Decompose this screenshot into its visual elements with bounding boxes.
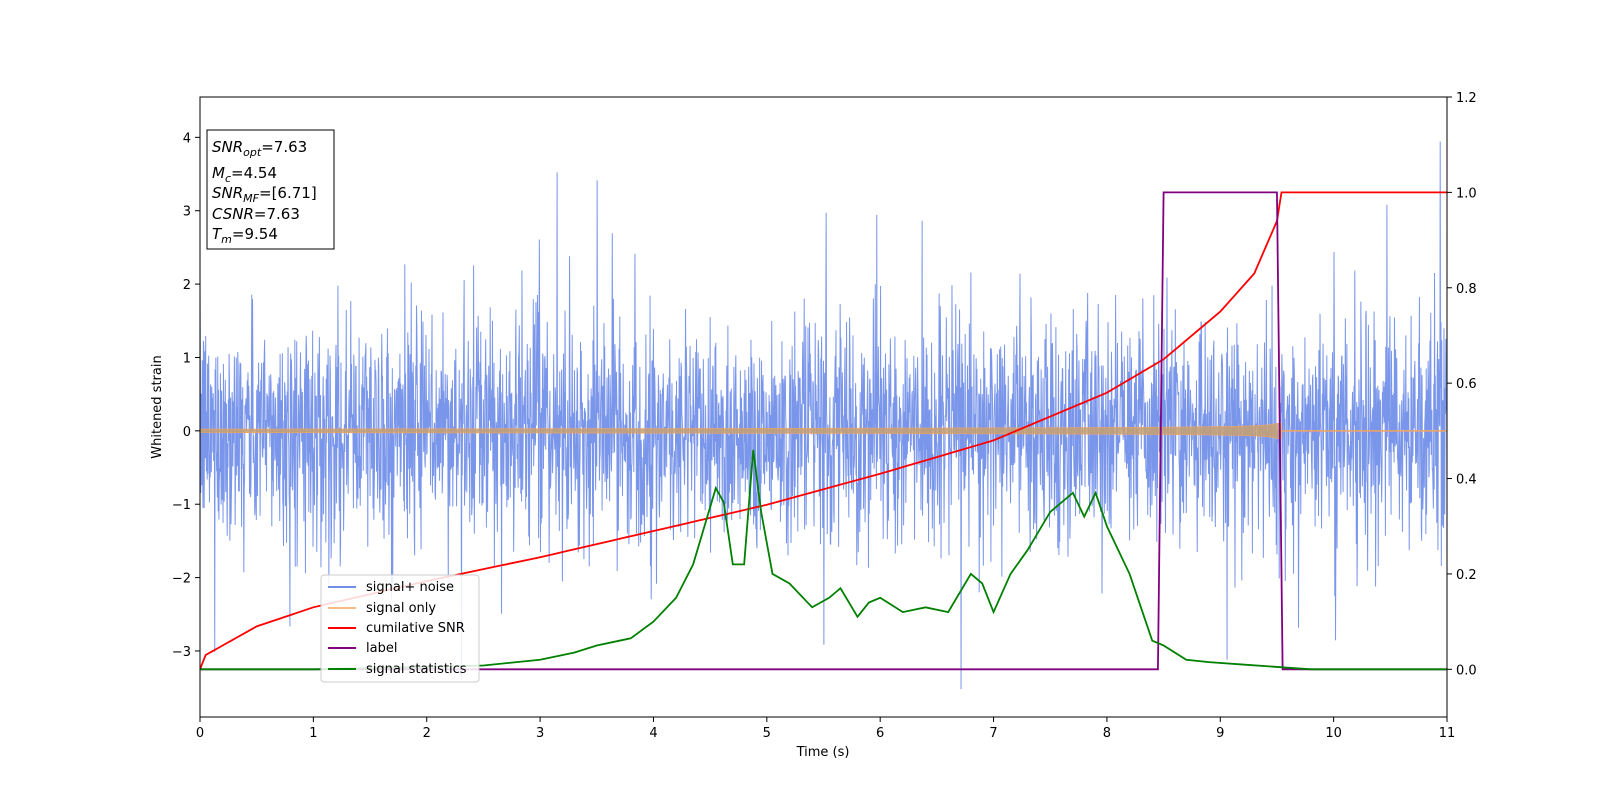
y-left-tick-label: −2 — [172, 572, 191, 587]
svg-text:signal+ noise: signal+ noise — [366, 580, 454, 595]
x-tick-label: 1 — [309, 726, 317, 741]
annotation-box: SNRopt=7.63 Mc=4.54 SNRMF=[6.71] CSNR=7.… — [206, 129, 335, 250]
y-left-tick-label: 4 — [183, 131, 191, 146]
x-tick-label: 6 — [876, 726, 884, 741]
legend-entry-cumilative-snr: cumilative SNR — [328, 621, 465, 636]
x-tick-label: 5 — [763, 726, 771, 741]
y-axis-right: 0.0 0.2 0.4 0.6 0.8 1.0 1.2 — [1447, 91, 1477, 678]
y-axis-left: −3 −2 −1 0 1 2 3 4 — [172, 131, 200, 660]
y-left-tick-label: 0 — [183, 425, 191, 440]
annotation-line-snr-mf: SNRMF=[6.71] — [212, 184, 317, 205]
legend-entry-signal-only: signal only — [328, 601, 436, 616]
annotation-frame — [206, 129, 335, 250]
y-left-tick-label: −3 — [172, 645, 191, 660]
annotation-line-csnr: CSNR=7.63 — [212, 205, 300, 223]
x-tick-label: 8 — [1103, 726, 1111, 741]
y-left-tick-label: 3 — [183, 205, 191, 220]
x-axis: 0 1 2 3 4 5 6 7 8 9 10 11 — [196, 717, 1455, 741]
x-tick-label: 10 — [1325, 726, 1342, 741]
x-tick-label: 3 — [536, 726, 544, 741]
svg-text:cumilative SNR: cumilative SNR — [366, 621, 465, 636]
series-signal-plus-noise — [200, 141, 1447, 690]
svg-text:signal only: signal only — [366, 601, 436, 616]
series-cumilative-snr — [200, 191, 1447, 670]
legend-entry-label: label — [328, 641, 397, 656]
y-right-tick-label: 0.2 — [1456, 568, 1477, 583]
annotation-line-tm: Tm=9.54 — [212, 225, 278, 246]
y-right-tick-label: 0.6 — [1456, 377, 1477, 392]
x-tick-label: 2 — [423, 726, 431, 741]
series-signal-statistics — [200, 449, 1447, 671]
annotation-line-snr-opt: SNRopt=7.63 — [212, 138, 307, 159]
y-right-tick-label: 0.0 — [1456, 663, 1477, 678]
y-left-tick-label: −1 — [172, 498, 191, 513]
x-tick-label: 11 — [1439, 726, 1456, 741]
svg-text:signal statistics: signal statistics — [366, 662, 467, 677]
x-tick-label: 9 — [1216, 726, 1224, 741]
y-left-tick-label: 1 — [183, 351, 191, 366]
y-right-tick-label: 1.2 — [1456, 91, 1477, 106]
x-tick-label: 7 — [989, 726, 997, 741]
y-right-tick-label: 1.0 — [1456, 186, 1477, 201]
svg-text:label: label — [366, 641, 397, 656]
x-axis-label: Time (s) — [796, 745, 850, 760]
y-axis-label: Whitened strain — [150, 355, 165, 458]
legend-entry-signal-plus-noise: signal+ noise — [328, 580, 454, 595]
y-right-tick-label: 0.4 — [1456, 473, 1477, 488]
legend-frame — [320, 574, 480, 683]
y-right-tick-label: 0.8 — [1456, 282, 1477, 297]
y-left-tick-label: 2 — [183, 278, 191, 293]
annotation-line-mc: Mc=4.54 — [212, 164, 277, 185]
legend-entry-signal-statistics: signal statistics — [328, 662, 467, 677]
plot-area — [200, 141, 1447, 690]
x-tick-label: 4 — [649, 726, 657, 741]
legend: signal+ noise signal only cumilative SNR… — [320, 574, 480, 683]
x-tick-label: 0 — [196, 726, 204, 741]
series-signal-only — [200, 422, 1282, 439]
plot-frame — [199, 96, 1448, 718]
